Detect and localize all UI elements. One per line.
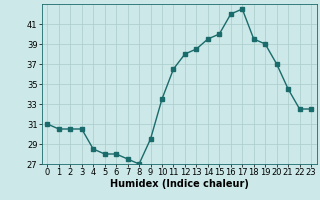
X-axis label: Humidex (Indice chaleur): Humidex (Indice chaleur) — [110, 179, 249, 189]
